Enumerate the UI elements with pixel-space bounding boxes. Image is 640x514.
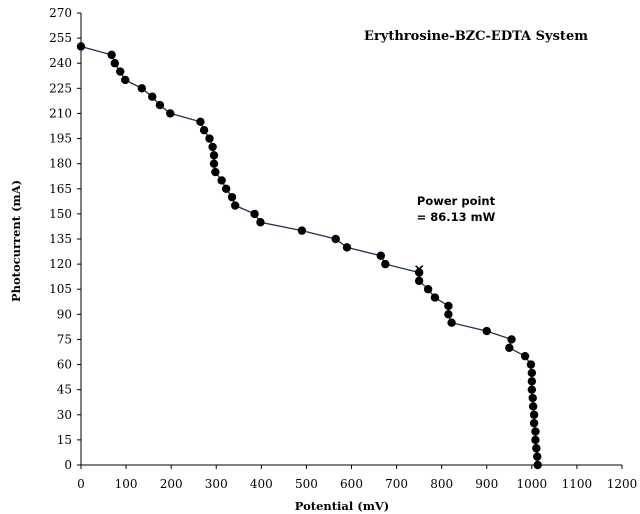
- x-tick-label: 400: [250, 477, 273, 491]
- data-point: [155, 100, 165, 110]
- y-axis-title: Photocurrent (mA): [9, 180, 23, 302]
- x-tick-label: 800: [430, 477, 453, 491]
- data-point: [527, 377, 537, 386]
- data-point: [531, 427, 540, 436]
- x-tick-label: 700: [385, 477, 408, 491]
- data-point: [116, 67, 125, 76]
- data-point: [217, 176, 226, 185]
- data-point: [209, 159, 219, 168]
- data-point: [376, 251, 386, 260]
- x-tick-label: 1200: [607, 477, 638, 491]
- data-point: [230, 201, 240, 210]
- y-tick-label: 135: [49, 232, 72, 246]
- data-point: [205, 134, 214, 143]
- power-point-label: Power point: [417, 194, 496, 208]
- data-point: [531, 435, 540, 445]
- data-point: [331, 234, 340, 244]
- data-point: [444, 310, 453, 319]
- y-tick-label: 210: [49, 106, 72, 120]
- data-point: [528, 402, 538, 411]
- data-point: [137, 84, 147, 93]
- data-point: [505, 343, 514, 353]
- y-tick-label: 30: [57, 408, 72, 422]
- data-point: [221, 184, 231, 193]
- data-point: [250, 209, 259, 219]
- power-point-value: = 86.13 mW: [417, 210, 496, 224]
- y-tick-label: 165: [49, 182, 72, 196]
- data-point: [423, 285, 433, 294]
- x-tick-label: 900: [475, 477, 498, 491]
- x-axis-ticks: 0 100 200 300 400 500 600 700 800 900 1000 1100 1200: [77, 465, 637, 491]
- data-point: [196, 117, 205, 127]
- x-tick-label: 1100: [562, 477, 593, 491]
- y-tick-label: 120: [49, 257, 72, 271]
- y-tick-label: 180: [49, 157, 72, 171]
- x-tick-label: 300: [205, 477, 228, 491]
- data-point: [342, 243, 352, 252]
- data-point: [444, 301, 453, 311]
- data-point: [148, 92, 157, 101]
- y-tick-label: 75: [57, 332, 72, 346]
- x-tick-label: 600: [340, 477, 363, 491]
- data-point: [529, 410, 539, 419]
- y-tick-label: 45: [57, 383, 72, 397]
- data-point: [166, 109, 175, 118]
- y-tick-label: 240: [49, 56, 72, 70]
- data-point: [297, 226, 307, 235]
- data-point: [110, 59, 120, 68]
- data-point: [256, 218, 265, 227]
- y-tick-label: 270: [49, 6, 72, 20]
- data-point: [482, 326, 491, 336]
- y-tick-label: 0: [64, 458, 72, 472]
- data-point: [520, 351, 530, 361]
- data-point: [414, 276, 424, 286]
- data-point: [208, 142, 217, 152]
- x-tick-label: 200: [160, 477, 183, 491]
- data-point: [527, 385, 537, 394]
- data-point: [532, 444, 541, 453]
- x-tick-label: 500: [295, 477, 318, 491]
- data-point: [107, 50, 116, 60]
- y-tick-label: 225: [49, 81, 72, 95]
- x-tick-label: 1000: [517, 477, 548, 491]
- power-point-marker: [415, 265, 424, 274]
- data-point: [447, 318, 456, 327]
- data-point: [507, 335, 516, 344]
- data-point: [199, 125, 209, 135]
- y-tick-label: 60: [57, 358, 72, 372]
- data-point: [381, 259, 390, 269]
- data-point: [528, 393, 537, 403]
- y-axis-ticks: 0 15 30 45 60 75 90 105 120 135 150 165 180 195 210 225…: [49, 6, 81, 472]
- data-point: [120, 75, 130, 85]
- data-point: [527, 368, 537, 378]
- x-axis-title: Potential (mV): [295, 499, 389, 513]
- data-point: [211, 167, 220, 177]
- y-tick-label: 105: [49, 282, 72, 296]
- data-point: [209, 151, 219, 160]
- y-tick-label: 255: [49, 31, 72, 45]
- series-line: [80, 45, 539, 466]
- series-group: [76, 42, 542, 470]
- y-tick-label: 195: [49, 132, 72, 146]
- data-point: [529, 418, 539, 428]
- data-point: [533, 460, 542, 470]
- x-tick-label: 100: [115, 477, 138, 491]
- data-point: [76, 42, 86, 51]
- x-tick-label: 0: [77, 477, 85, 491]
- data-point: [526, 360, 536, 369]
- data-point: [533, 452, 542, 461]
- data-point: [430, 293, 440, 302]
- y-tick-label: 150: [49, 207, 72, 221]
- y-tick-label: 15: [57, 433, 72, 447]
- data-point: [227, 192, 237, 202]
- chart-title: Erythrosine-BZC-EDTA System: [364, 29, 588, 44]
- y-tick-label: 90: [57, 307, 72, 321]
